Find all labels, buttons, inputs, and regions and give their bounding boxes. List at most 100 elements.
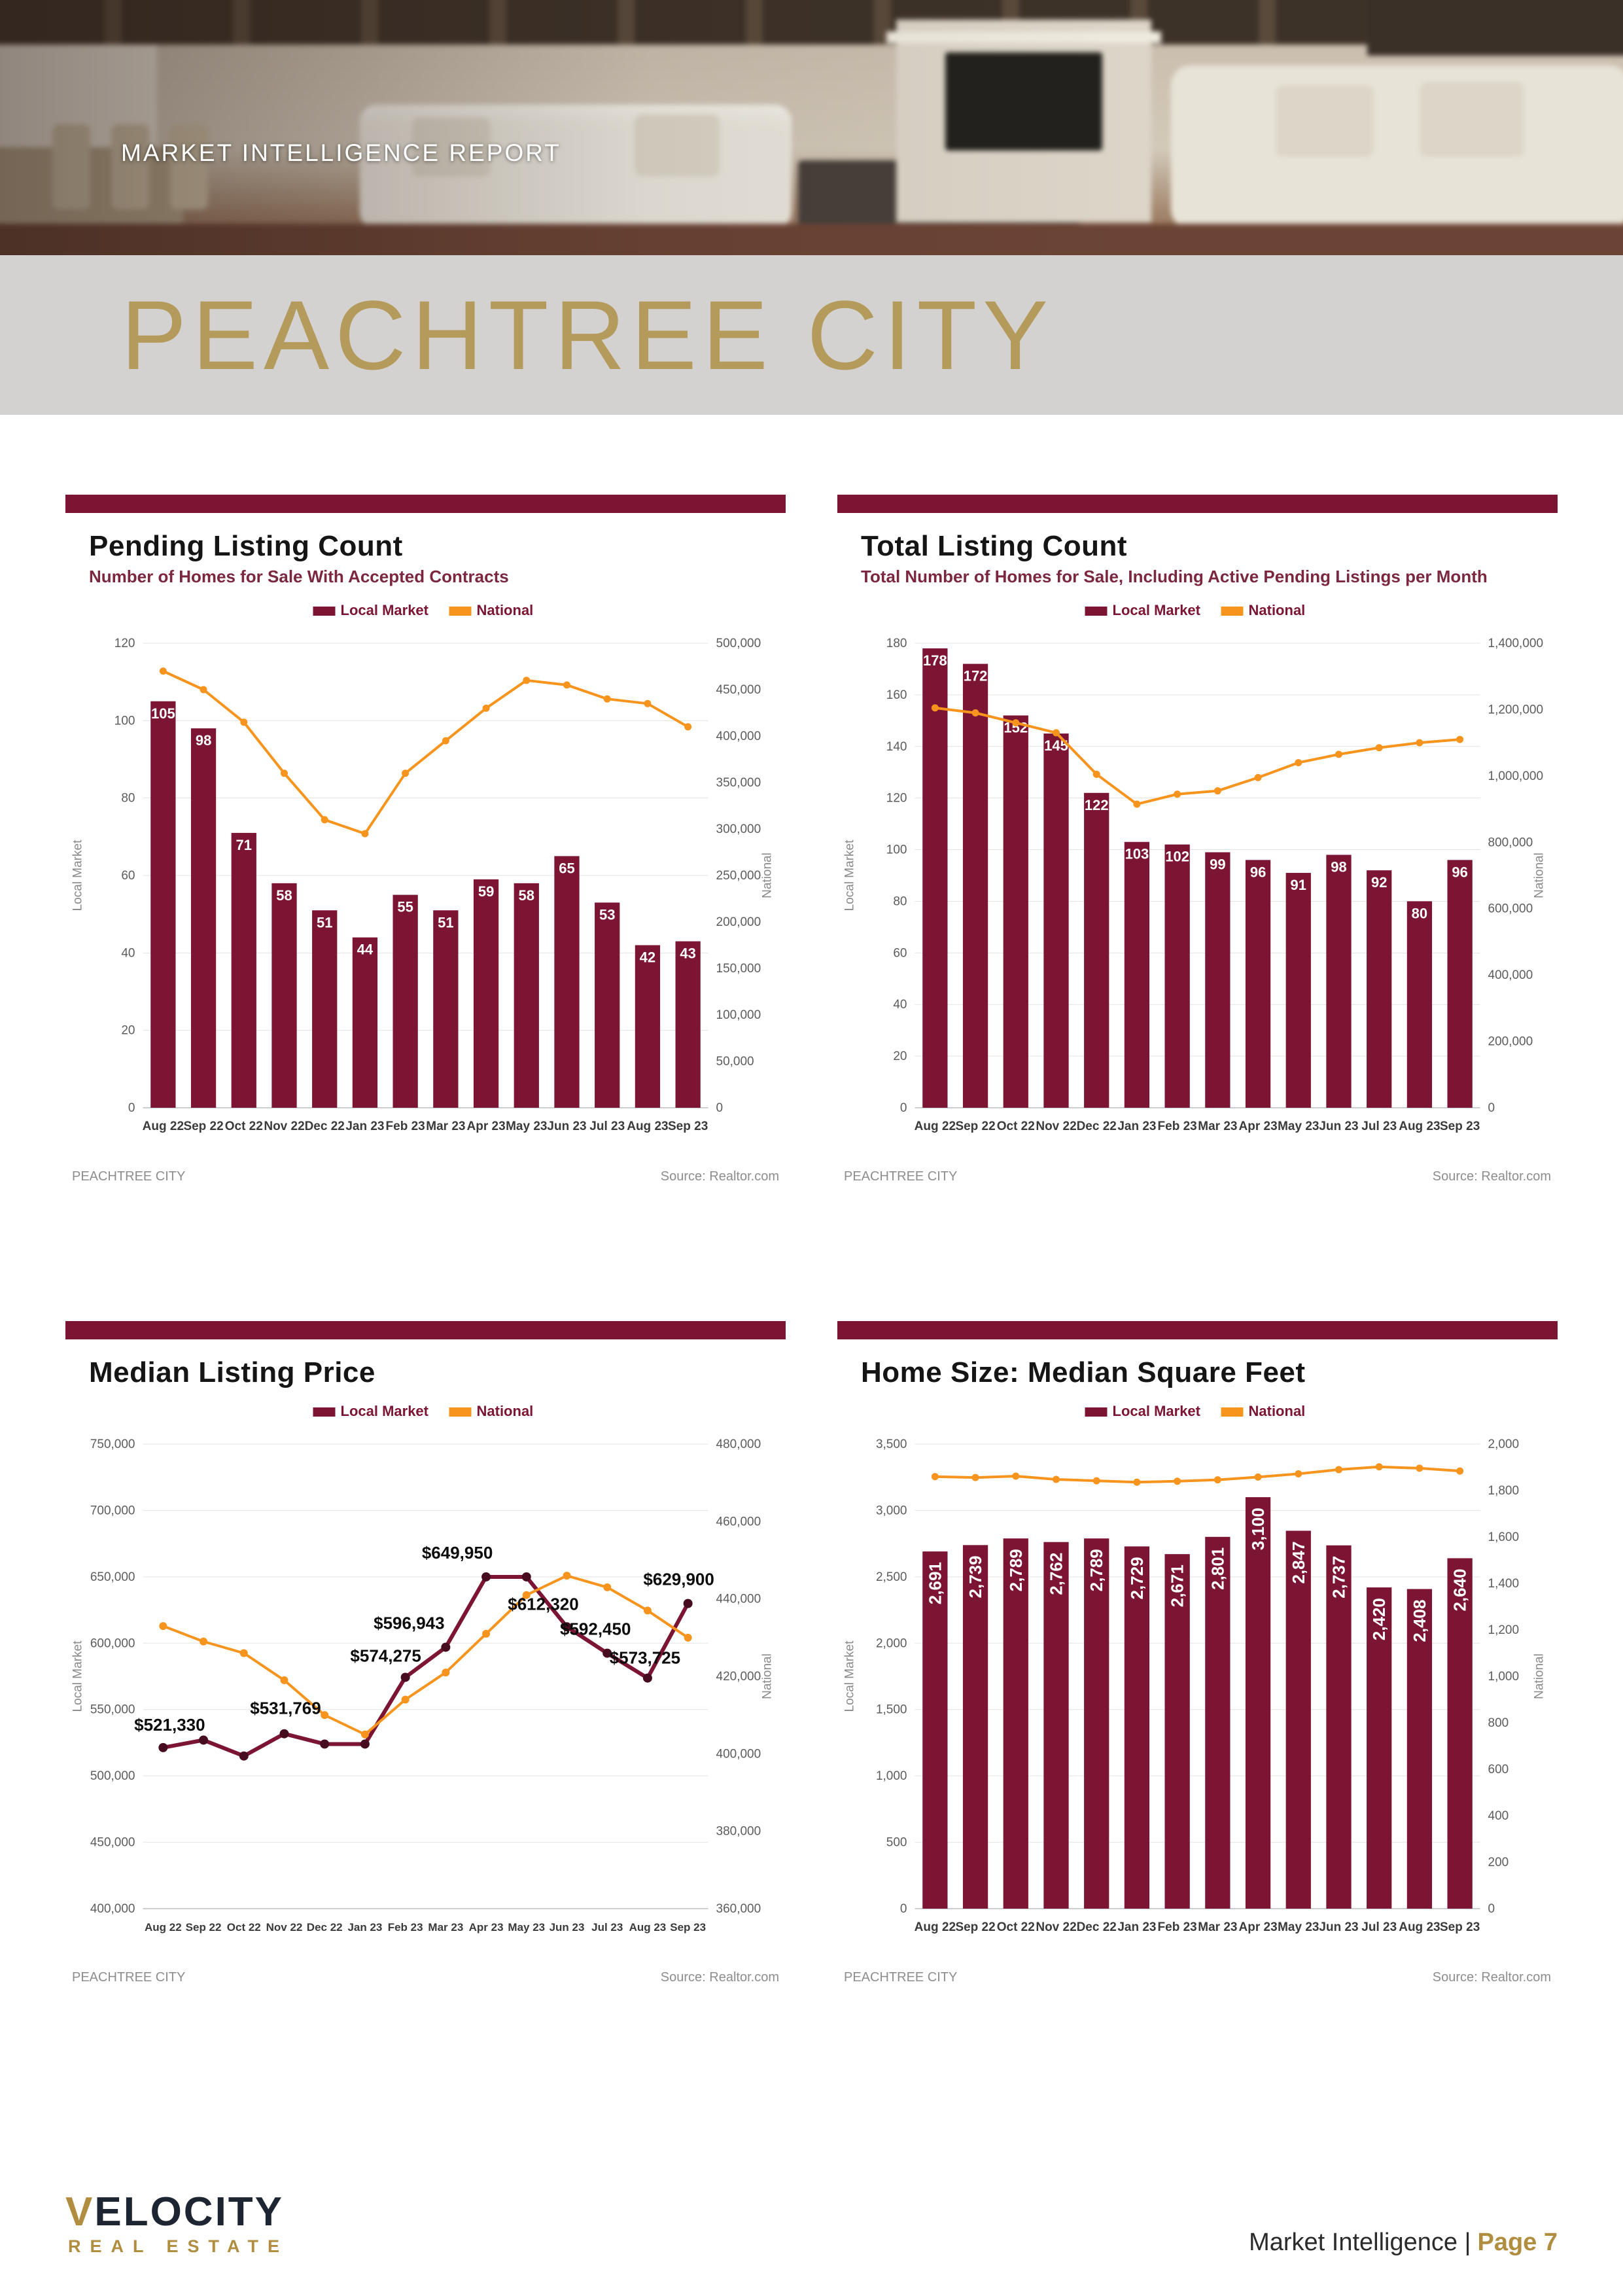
chart-title: Home Size: Median Square Feet [861, 1356, 1306, 1388]
page-number: Page 7 [1477, 2229, 1558, 2256]
svg-text:2,000: 2,000 [1488, 1438, 1520, 1451]
svg-text:59: 59 [478, 883, 494, 900]
svg-text:1,200: 1,200 [1488, 1623, 1520, 1637]
svg-text:Local Market: Local Market [843, 1640, 857, 1712]
svg-text:Local Market: Local Market [1113, 602, 1201, 618]
svg-text:178: 178 [923, 652, 947, 669]
pending-listing-count-chart: 0 20 40 60 80 100 120 0 50,000 100,000 150,000 200,… [71, 602, 775, 1133]
chart-footnote: PEACHTREE CITY Source: Realtor.com [837, 1169, 1558, 1184]
svg-text:National: National [761, 1653, 775, 1699]
panel-pending-listing-count: Pending Listing Count Number of Homes fo… [65, 495, 786, 1184]
svg-text:Jan 23: Jan 23 [1117, 1120, 1156, 1133]
svg-text:0: 0 [900, 1902, 907, 1916]
svg-text:80: 80 [1412, 905, 1427, 921]
svg-text:450,000: 450,000 [90, 1836, 135, 1850]
svg-text:May 23: May 23 [1278, 1920, 1319, 1934]
svg-text:Sep 23: Sep 23 [1440, 1920, 1480, 1934]
svg-text:$649,950: $649,950 [422, 1543, 493, 1563]
svg-text:450,000: 450,000 [716, 683, 761, 697]
svg-text:0: 0 [128, 1101, 135, 1115]
svg-text:58: 58 [276, 887, 292, 904]
svg-text:2,671: 2,671 [1168, 1564, 1187, 1607]
svg-text:200,000: 200,000 [716, 915, 761, 929]
svg-text:400,000: 400,000 [716, 730, 761, 743]
svg-text:400: 400 [1488, 1809, 1509, 1823]
svg-text:160: 160 [886, 688, 907, 702]
svg-text:Aug 22: Aug 22 [915, 1120, 956, 1133]
svg-text:$596,943: $596,943 [374, 1613, 444, 1633]
svg-text:750,000: 750,000 [90, 1438, 135, 1451]
svg-text:100: 100 [114, 714, 135, 728]
svg-text:2,801: 2,801 [1208, 1547, 1227, 1590]
svg-text:103: 103 [1125, 846, 1149, 862]
svg-text:480,000: 480,000 [716, 1438, 761, 1451]
svg-text:Mar 23: Mar 23 [428, 1921, 463, 1934]
svg-text:122: 122 [1085, 797, 1109, 813]
svg-text:Local Market: Local Market [71, 1640, 85, 1712]
chart-title: Median Listing Price [89, 1356, 375, 1388]
page-footer: VELOCITY REAL ESTATE Market Intelligence… [65, 2192, 1558, 2257]
svg-text:20: 20 [893, 1050, 907, 1063]
svg-text:May 23: May 23 [506, 1120, 547, 1133]
svg-text:1,000: 1,000 [876, 1769, 907, 1783]
svg-text:Local Market: Local Market [1113, 1403, 1201, 1419]
svg-text:Aug 22: Aug 22 [145, 1921, 182, 1934]
svg-text:500,000: 500,000 [90, 1769, 135, 1783]
svg-text:Oct 22: Oct 22 [997, 1120, 1035, 1133]
svg-text:National: National [1533, 853, 1546, 898]
page-number-label: Market Intelligence | Page 7 [1249, 2229, 1558, 2257]
svg-text:2,500: 2,500 [876, 1570, 907, 1584]
svg-text:Dec 22: Dec 22 [307, 1921, 343, 1934]
svg-text:96: 96 [1250, 864, 1266, 880]
svg-text:92: 92 [1371, 874, 1387, 891]
chart-footnote-source: Source: Realtor.com [660, 1970, 779, 1985]
svg-text:Sep 22: Sep 22 [183, 1120, 223, 1133]
svg-text:250,000: 250,000 [716, 869, 761, 883]
svg-text:Sep 23: Sep 23 [1440, 1120, 1480, 1133]
svg-text:Jun 23: Jun 23 [550, 1921, 585, 1934]
panel-accent-bar [65, 1321, 786, 1339]
svg-text:400,000: 400,000 [716, 1747, 761, 1761]
svg-text:National: National [1249, 602, 1306, 618]
svg-text:$612,320: $612,320 [508, 1594, 578, 1614]
svg-text:55: 55 [397, 899, 413, 915]
svg-text:350,000: 350,000 [716, 776, 761, 790]
svg-text:800,000: 800,000 [1488, 836, 1533, 849]
svg-text:420,000: 420,000 [716, 1670, 761, 1684]
svg-text:2,420: 2,420 [1369, 1598, 1389, 1640]
svg-text:Sep 22: Sep 22 [186, 1921, 222, 1934]
svg-text:Sep 23: Sep 23 [668, 1120, 708, 1133]
svg-text:0: 0 [900, 1101, 907, 1115]
svg-text:42: 42 [640, 949, 655, 966]
svg-text:Apr 23: Apr 23 [1239, 1120, 1278, 1133]
svg-text:Jul 23: Jul 23 [1361, 1920, 1397, 1934]
svg-text:Apr 23: Apr 23 [467, 1120, 506, 1133]
svg-text:Apr 23: Apr 23 [469, 1921, 504, 1934]
svg-text:1,400,000: 1,400,000 [1488, 637, 1544, 650]
svg-text:53: 53 [599, 906, 615, 923]
svg-text:800: 800 [1488, 1716, 1509, 1730]
svg-text:Aug 22: Aug 22 [143, 1120, 184, 1133]
chart-title: Total Listing Count [861, 530, 1128, 562]
svg-text:Apr 23: Apr 23 [1239, 1920, 1278, 1934]
svg-text:Mar 23: Mar 23 [1198, 1120, 1237, 1133]
svg-text:2,691: 2,691 [925, 1562, 945, 1604]
svg-text:Oct 22: Oct 22 [227, 1921, 261, 1934]
brand-name: VELOCITY [65, 2189, 285, 2234]
svg-text:Aug 23: Aug 23 [1399, 1920, 1440, 1934]
svg-text:National: National [1249, 1403, 1306, 1419]
svg-text:60: 60 [121, 869, 135, 883]
svg-text:1,400: 1,400 [1488, 1577, 1520, 1591]
svg-text:Jun 23: Jun 23 [547, 1120, 586, 1133]
svg-text:Oct 22: Oct 22 [997, 1920, 1035, 1934]
svg-text:51: 51 [438, 914, 453, 930]
header-photo-collage [0, 0, 1623, 255]
svg-text:Local Market: Local Market [71, 839, 85, 911]
panel-accent-bar [837, 495, 1558, 513]
svg-text:Feb 23: Feb 23 [388, 1921, 423, 1934]
header-photo: MARKET INTELLIGENCE REPORT [0, 0, 1623, 255]
svg-text:99: 99 [1210, 857, 1225, 873]
svg-text:May 23: May 23 [1278, 1120, 1319, 1133]
svg-text:Feb 23: Feb 23 [1158, 1920, 1197, 1934]
svg-text:Nov 22: Nov 22 [266, 1921, 303, 1934]
